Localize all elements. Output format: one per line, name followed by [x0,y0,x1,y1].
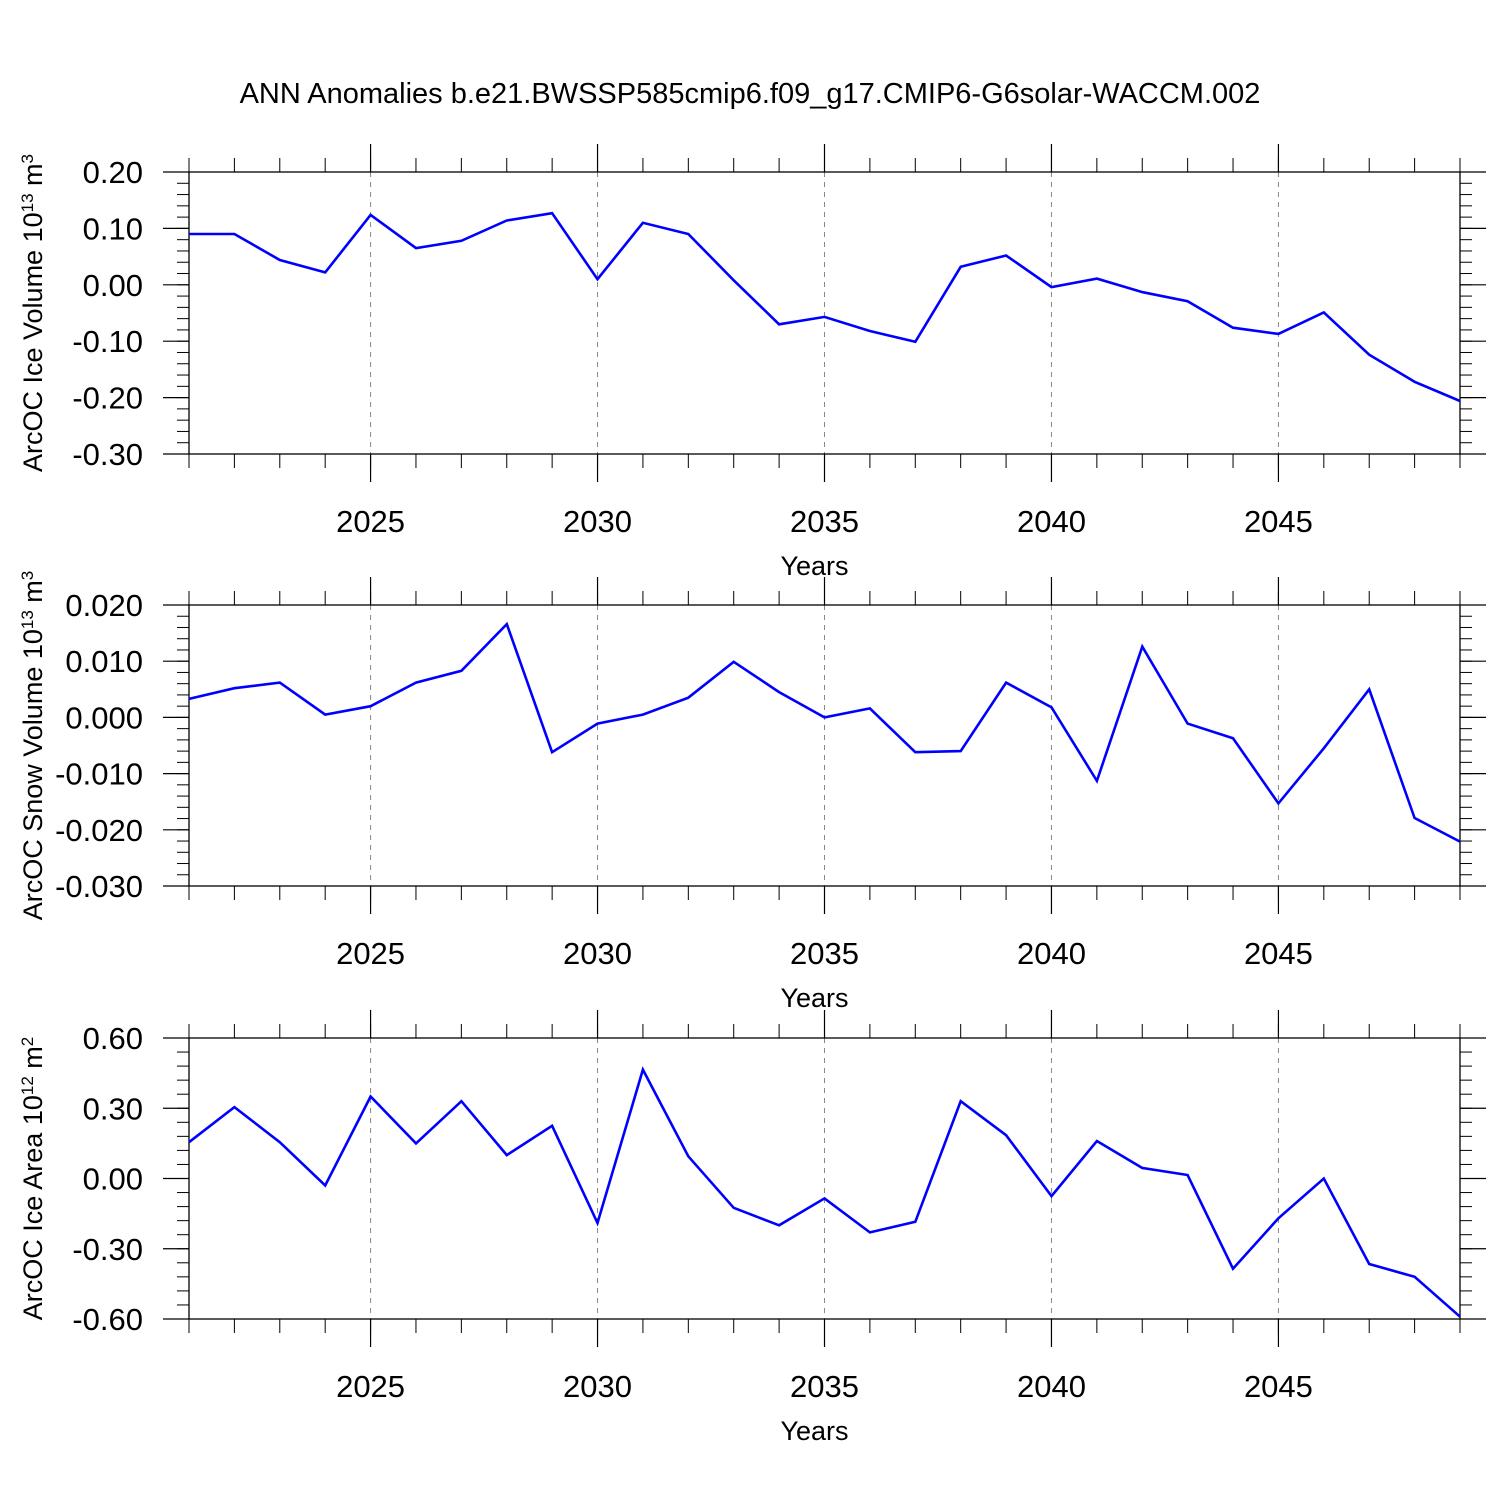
x-tick-label: 2025 [336,1369,405,1404]
x-tick-label: 2030 [563,504,632,539]
plot-frame [188,1037,1461,1320]
x-tick-label: 2035 [790,504,859,539]
x-tick-label: 2025 [336,936,405,971]
y-axis-label: ArcOC Ice Area 1012 m2 [18,1037,49,1321]
y-tick-label: -0.20 [72,381,143,416]
y-tick-label: 0.10 [83,211,143,246]
x-tick-label: 2035 [790,936,859,971]
y-tick-label: 0.60 [83,1021,143,1056]
x-tick-label: 2035 [790,1369,859,1404]
x-tick-label: 2045 [1244,1369,1313,1404]
y-tick-label: -0.020 [55,813,143,848]
y-tick-label: 0.010 [65,644,143,679]
y-tick-label: 0.30 [83,1091,143,1126]
x-tick-label: 2030 [563,1369,632,1404]
y-tick-label: 0.020 [65,588,143,623]
x-axis-label: Years [780,551,848,581]
y-axis-label: ArcOC Ice Volume 1013 m3 [18,154,49,472]
x-tick-label: 2040 [1017,936,1086,971]
x-axis-label: Years [780,1416,848,1446]
y-tick-label: -0.30 [72,437,143,472]
x-tick-label: 2045 [1244,936,1313,971]
x-axis-label: Years [780,983,848,1013]
figure-title: ANN Anomalies b.e21.BWSSP585cmip6.f09_g1… [239,78,1261,110]
x-tick-label: 2040 [1017,504,1086,539]
y-tick-label: 0.000 [65,700,143,735]
data-series-line [189,211,1461,403]
plot-frame [188,171,1461,455]
y-tick-label: -0.030 [55,869,143,904]
y-tick-label: 0.00 [83,1162,143,1197]
x-tick-label: 2045 [1244,504,1313,539]
y-tick-label: -0.60 [72,1302,143,1337]
chart-panel-1: -0.30 -0.20 -0.10 0.00 0.10 0.20 2025 2030 2035 2… [18,144,1486,581]
y-tick-label: 0.20 [83,155,143,190]
chart-panel-3: -0.60 -0.30 0.00 0.30 0.60 2025 2030 2035 2040 20… [18,1010,1486,1446]
y-tick-label: -0.30 [72,1232,143,1267]
x-tick-label: 2030 [563,936,632,971]
y-tick-label: -0.10 [72,324,143,359]
y-tick-label: -0.010 [55,757,143,792]
x-tick-label: 2040 [1017,1369,1086,1404]
y-axis-label: ArcOC Snow Volume 1013 m3 [18,571,49,921]
y-tick-label: 0.00 [83,268,143,303]
plot-frame [188,604,1461,887]
x-tick-label: 2025 [336,504,405,539]
data-series-line [188,1066,1461,1318]
chart-panel-2: -0.030 -0.020 -0.010 0.000 0.010 0.020 2025 203… [18,571,1486,1013]
data-series-line [188,621,1461,843]
